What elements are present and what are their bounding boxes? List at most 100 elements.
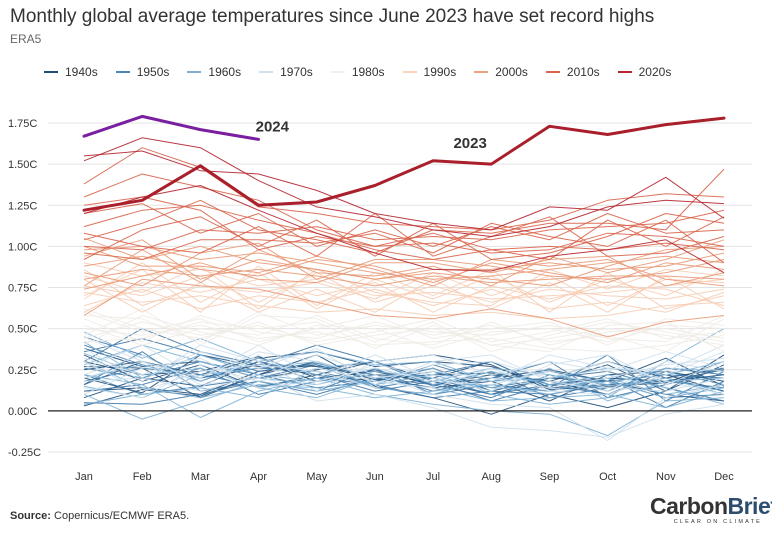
series-line-2010s bbox=[83, 147, 725, 231]
series-line-1980s bbox=[83, 315, 725, 346]
decade-group-1970s bbox=[83, 336, 725, 441]
y-tick-label: 0.50C bbox=[8, 324, 37, 336]
series-line-1960s bbox=[83, 361, 725, 399]
y-tick-label: 0.75C bbox=[8, 283, 37, 295]
series-line-1970s bbox=[83, 344, 725, 389]
legend-item-1980s: 1980s bbox=[330, 65, 385, 79]
x-tick-label: Oct bbox=[599, 471, 616, 483]
logo-tagline: CLEAR ON CLIMATE bbox=[673, 519, 762, 525]
series-line-1980s bbox=[83, 308, 725, 353]
legend-label: 1970s bbox=[280, 65, 313, 79]
legend-swatch bbox=[44, 71, 58, 73]
logo-brief: Brief bbox=[727, 493, 772, 519]
logo-wordmark: CarbonBrief bbox=[650, 493, 772, 519]
series-line-1980s bbox=[83, 324, 725, 353]
decade-group-1990s bbox=[83, 262, 725, 320]
series-line-2010s bbox=[83, 213, 725, 257]
legend-label: 1960s bbox=[208, 65, 242, 79]
x-tick-label: Feb bbox=[133, 471, 152, 483]
series-line-1990s bbox=[83, 265, 725, 310]
series-line-1990s bbox=[83, 275, 725, 313]
series-line-1970s bbox=[83, 347, 725, 392]
series-line-1950s bbox=[83, 336, 725, 402]
legend-swatch bbox=[474, 71, 489, 73]
series-line-1970s bbox=[83, 344, 725, 392]
series-label-2024: 2024 bbox=[256, 118, 290, 135]
legend-swatch bbox=[402, 71, 417, 73]
chart-subtitle: ERA5 bbox=[10, 32, 42, 46]
carbon-brief-logo: CarbonBrief CLEAR ON CLIMATE bbox=[650, 493, 772, 530]
series-line-1940s bbox=[83, 354, 725, 415]
legend-label: 2000s bbox=[495, 65, 528, 79]
series-line-2010s bbox=[83, 219, 725, 264]
series-line-1980s bbox=[83, 311, 725, 343]
legend-swatch bbox=[187, 71, 202, 73]
y-axis-ticks: -0.25C 0.00C 0.25C 0.50C 0.75C 1.00C 1.25C 1.50… bbox=[8, 118, 41, 459]
y-tick-label: 1.75C bbox=[8, 118, 37, 130]
series-line-1970s bbox=[83, 351, 725, 399]
highlight-line-2024 bbox=[82, 114, 260, 141]
series-line-2000s bbox=[83, 268, 725, 287]
x-tick-label: Sep bbox=[540, 471, 560, 483]
legend-item-2000s: 2000s bbox=[474, 65, 528, 79]
series-line-1950s bbox=[83, 351, 725, 399]
series-line-2020s bbox=[83, 185, 725, 274]
decade-group-2010s bbox=[83, 147, 725, 264]
x-tick-label: Apr bbox=[250, 471, 267, 483]
source-note: Source: Copernicus/ECMWF ERA5. bbox=[10, 510, 189, 522]
highlight-series-lines bbox=[82, 114, 726, 212]
series-line-1970s bbox=[83, 361, 725, 395]
series-line-1990s bbox=[83, 265, 725, 313]
legend-swatch bbox=[617, 71, 632, 73]
series-line-1980s bbox=[83, 311, 725, 346]
legend-item-1970s: 1970s bbox=[259, 65, 313, 79]
x-tick-label: May bbox=[306, 471, 327, 483]
series-line-1980s bbox=[83, 318, 725, 343]
legend-item-1990s: 1990s bbox=[402, 65, 457, 79]
series-line-2020s bbox=[83, 150, 725, 231]
series-line-2010s bbox=[83, 209, 725, 251]
chart-legend: 1940s 1950s 1960s 1970s 1980s 1990s 2000s 2010s… bbox=[44, 65, 671, 79]
series-line-2010s bbox=[83, 168, 725, 254]
chart-title: Monthly global average temperatures sinc… bbox=[10, 6, 655, 27]
source-text: Copernicus/ECMWF ERA5. bbox=[54, 510, 190, 522]
series-line-1960s bbox=[83, 331, 725, 382]
y-tick-label: 0.25C bbox=[8, 365, 37, 377]
series-line-2000s bbox=[83, 255, 725, 290]
x-tick-label: Jan bbox=[75, 471, 93, 483]
series-line-2010s bbox=[83, 203, 725, 247]
series-line-2000s bbox=[83, 242, 725, 287]
legend-label: 1950s bbox=[136, 65, 170, 79]
series-line-2000s bbox=[83, 245, 725, 287]
series-line-1990s bbox=[83, 291, 725, 320]
legend-swatch bbox=[545, 71, 560, 73]
decade-group-2020s bbox=[83, 137, 725, 274]
x-tick-label: Jul bbox=[426, 471, 440, 483]
series-line-1940s bbox=[83, 354, 725, 395]
decade-group-1960s bbox=[83, 328, 725, 437]
decade-series-lines bbox=[83, 137, 725, 441]
series-line-2000s bbox=[83, 239, 725, 287]
series-line-1970s bbox=[83, 357, 725, 395]
legend-swatch bbox=[259, 71, 274, 73]
series-line-2010s bbox=[83, 173, 725, 254]
series-line-2000s bbox=[83, 278, 725, 338]
series-line-2000s bbox=[83, 255, 725, 284]
x-tick-label: Aug bbox=[481, 471, 501, 483]
series-line-1990s bbox=[83, 262, 725, 310]
legend-label: 1990s bbox=[423, 65, 457, 79]
x-axis-ticks: Jan Feb Mar Apr May Jun Jul Aug Sep Oct Nov Dec bbox=[75, 471, 734, 483]
legend-item-2010s: 2010s bbox=[545, 65, 600, 79]
series-line-1960s bbox=[83, 374, 725, 437]
legend-label: 1980s bbox=[351, 65, 385, 79]
y-tick-label: 1.00C bbox=[8, 241, 37, 253]
legend-label: 1940s bbox=[65, 65, 98, 79]
y-tick-label: 1.50C bbox=[8, 159, 37, 171]
legend-label: 2020s bbox=[638, 65, 672, 79]
logo-carbon: Carbon bbox=[650, 493, 728, 519]
series-line-1970s bbox=[83, 344, 725, 392]
y-tick-label: 1.25C bbox=[8, 200, 37, 212]
series-label-2023: 2023 bbox=[453, 135, 486, 152]
series-line-1990s bbox=[83, 268, 725, 307]
